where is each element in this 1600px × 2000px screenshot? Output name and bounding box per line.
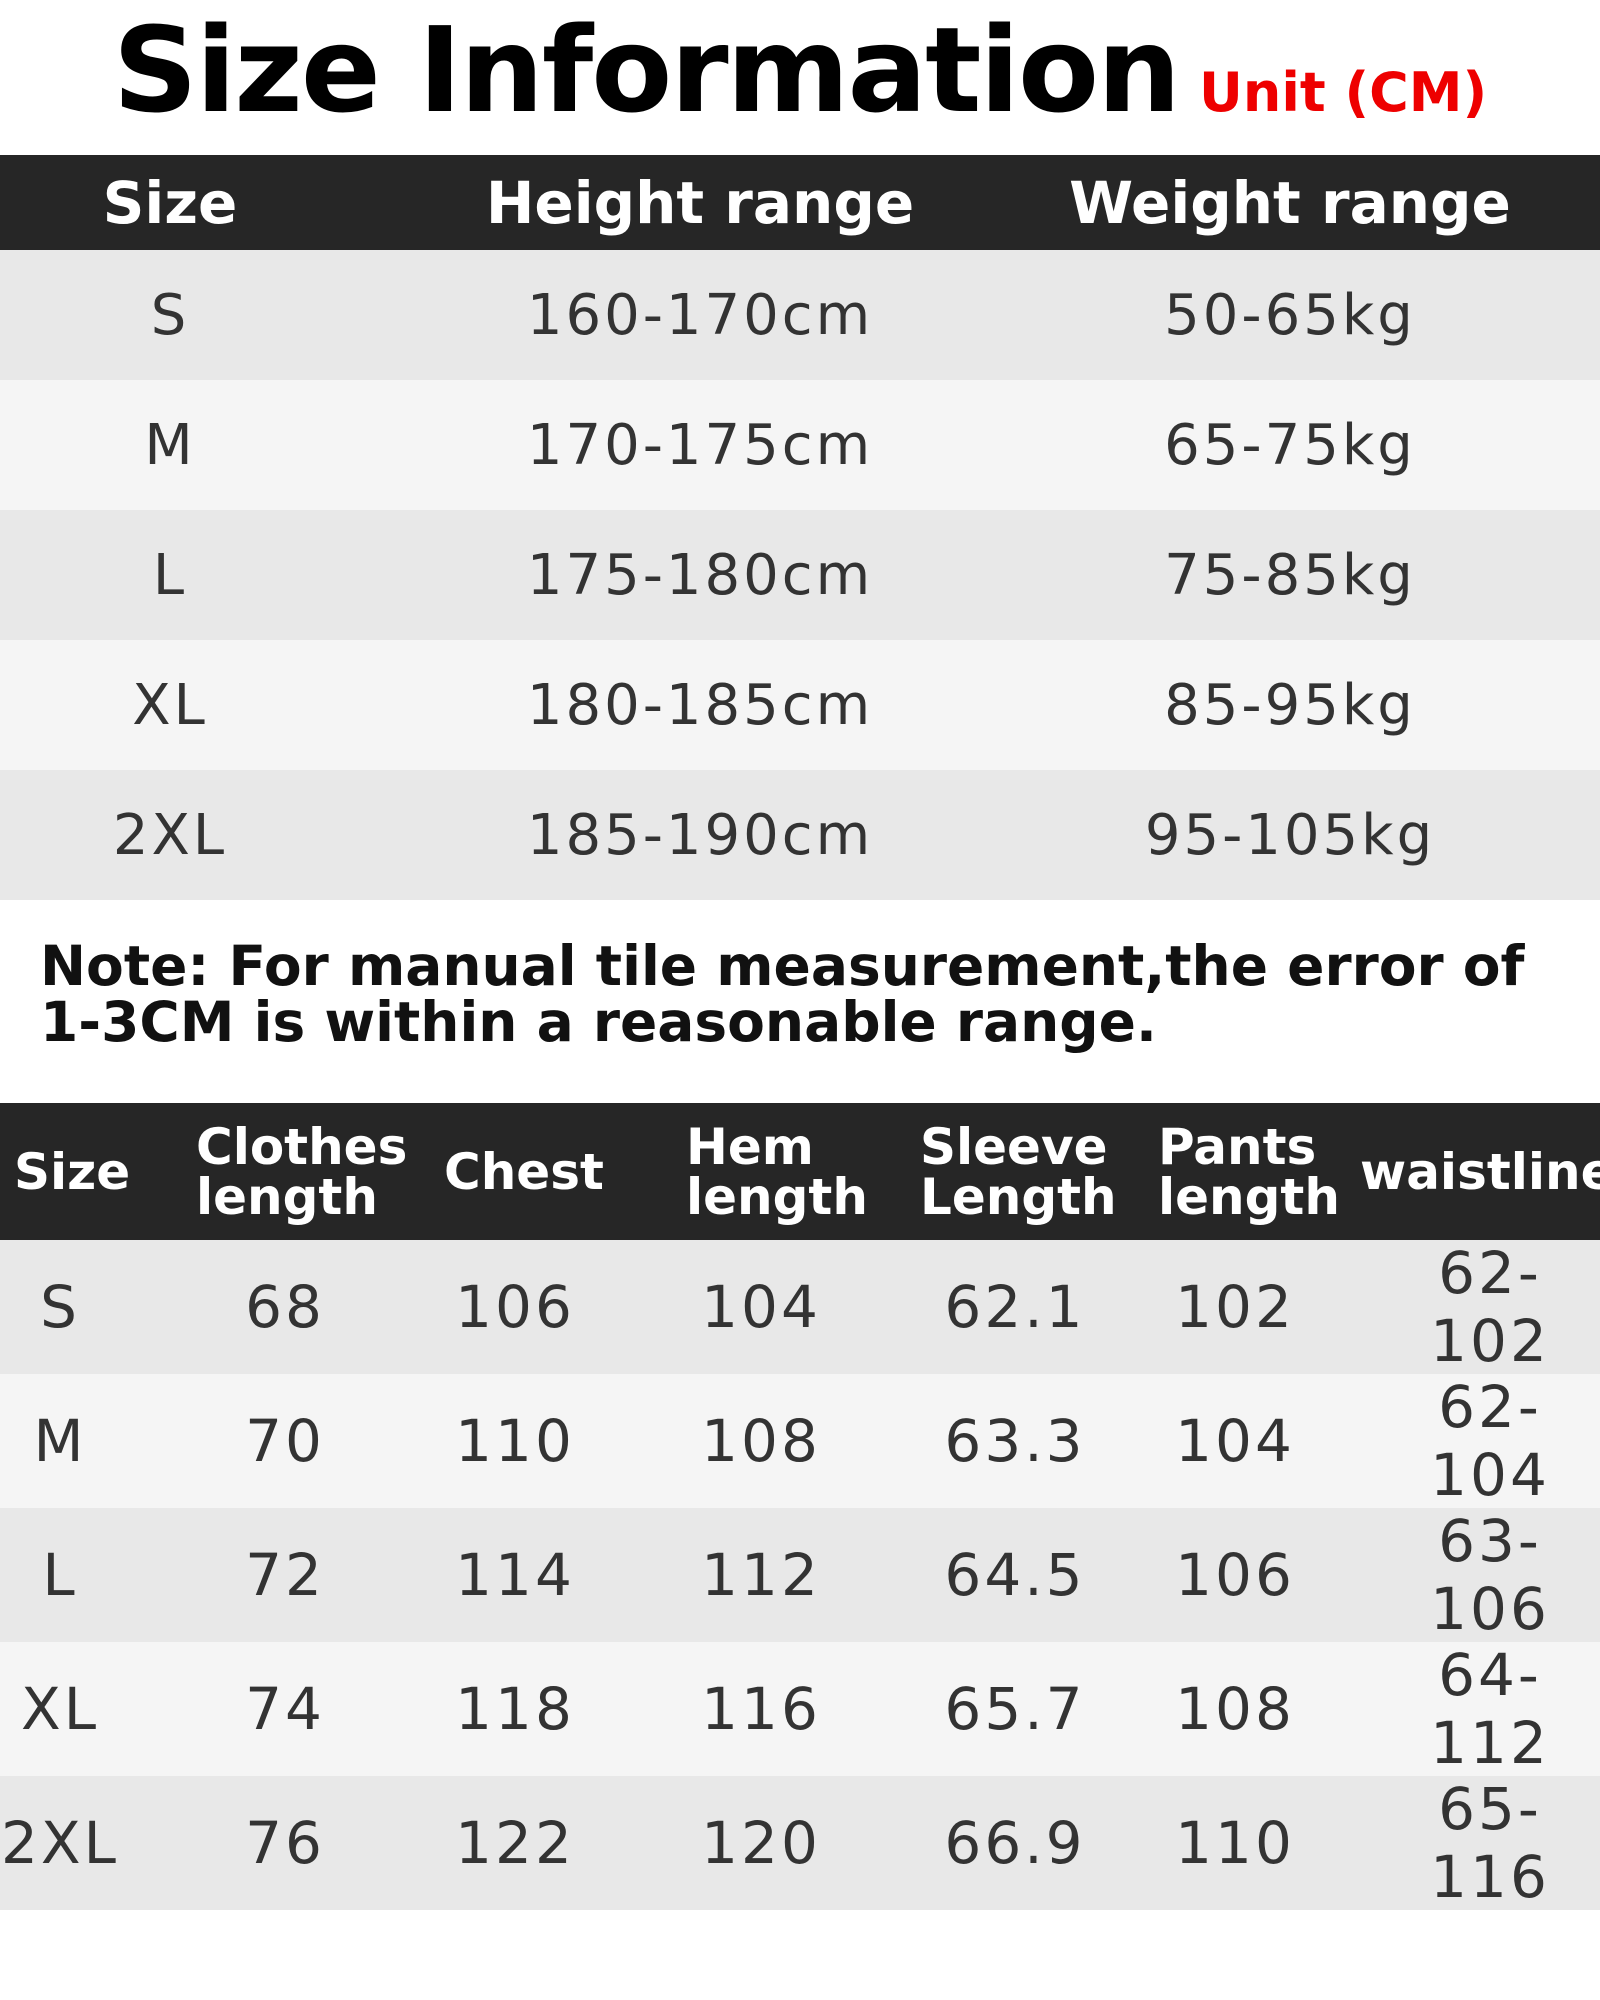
sleeve-length-cell: 64.5 — [944, 1541, 1086, 1609]
pants-length-cell: 108 — [1175, 1675, 1295, 1743]
waistline-cell: 65-116 — [1430, 1775, 1550, 1911]
note-line-2: 1-3CM is within a reasonable range. — [40, 990, 1157, 1054]
pants-length-cell: 106 — [1175, 1541, 1295, 1609]
size-cell: S — [40, 1273, 80, 1341]
measurement-note: Note: For manual tile measurement,the er… — [40, 938, 1580, 1050]
table-row: 2XL 76 122 120 66.9 110 65-116 — [0, 1775, 1600, 1911]
column-header-pants-length: Pants length — [1158, 1117, 1340, 1226]
chest-cell: 110 — [455, 1407, 575, 1475]
hem-length-cell: 120 — [701, 1809, 821, 1877]
size-cell: 2XL — [112, 802, 228, 868]
weight-cell: 65-75kg — [1164, 412, 1416, 478]
size-cell: XL — [132, 672, 208, 738]
page-title: Size Information — [112, 1, 1181, 139]
clothes-length-cell: 70 — [245, 1407, 325, 1475]
hem-length-cell: 108 — [701, 1407, 821, 1475]
size-cell: M — [33, 1407, 87, 1475]
chest-cell: 122 — [455, 1809, 575, 1877]
height-cell: 185-190cm — [526, 802, 874, 868]
size-cell: 2XL — [1, 1809, 119, 1877]
chest-cell: 106 — [455, 1273, 575, 1341]
column-header-waistline: waistline — [1360, 1142, 1600, 1201]
chest-cell: 118 — [455, 1675, 575, 1743]
table-row: L 175-180cm 75-85kg — [0, 510, 1600, 640]
waistline-cell: 63-106 — [1430, 1507, 1550, 1643]
sleeve-length-cell: 65.7 — [944, 1675, 1086, 1743]
waistline-cell: 62-104 — [1430, 1373, 1550, 1509]
height-cell: 175-180cm — [526, 542, 874, 608]
column-header-hem-length: Hem length — [686, 1117, 868, 1226]
clothes-length-cell: 74 — [245, 1675, 325, 1743]
weight-cell: 50-65kg — [1164, 282, 1416, 348]
waistline-cell: 64-112 — [1430, 1641, 1550, 1777]
table-row: S 68 106 104 62.1 102 62-102 — [0, 1239, 1600, 1375]
weight-cell: 95-105kg — [1144, 802, 1436, 868]
size-cell: M — [144, 412, 196, 478]
size-cell: XL — [20, 1675, 100, 1743]
waistline-cell: 62-102 — [1430, 1239, 1550, 1375]
table-header-row: Size Height range Weight range — [0, 155, 1600, 250]
column-header-clothes-length: Clothes length — [196, 1117, 408, 1226]
chest-cell: 114 — [455, 1541, 575, 1609]
column-header-size: Size — [102, 168, 238, 237]
table-row: L 72 114 112 64.5 106 63-106 — [0, 1507, 1600, 1643]
size-range-table: Size Height range Weight range S 160-170… — [0, 155, 1600, 900]
sleeve-length-cell: 66.9 — [944, 1809, 1086, 1877]
clothes-length-cell: 72 — [245, 1541, 325, 1609]
column-header-size: Size — [14, 1142, 131, 1201]
sleeve-length-cell: 62.1 — [944, 1273, 1086, 1341]
size-cell: S — [150, 282, 190, 348]
measurement-table: Size Clothes length Chest Hem length Sleev… — [0, 1103, 1600, 1911]
clothes-length-cell: 76 — [245, 1809, 325, 1877]
clothes-length-cell: 68 — [245, 1273, 325, 1341]
weight-cell: 85-95kg — [1164, 672, 1416, 738]
pants-length-cell: 102 — [1175, 1273, 1295, 1341]
note-line-1: Note: For manual tile measurement,the er… — [40, 934, 1525, 998]
height-cell: 180-185cm — [526, 672, 874, 738]
table-row: XL 180-185cm 85-95kg — [0, 640, 1600, 770]
table-header-row: Size Clothes length Chest Hem length Sleev… — [0, 1103, 1600, 1240]
table-row: M 170-175cm 65-75kg — [0, 380, 1600, 510]
weight-cell: 75-85kg — [1164, 542, 1416, 608]
table-row: 2XL 185-190cm 95-105kg — [0, 770, 1600, 900]
hem-length-cell: 104 — [701, 1273, 821, 1341]
table-row: S 160-170cm 50-65kg — [0, 250, 1600, 380]
column-header-chest: Chest — [444, 1142, 604, 1201]
table-row: XL 74 118 116 65.7 108 64-112 — [0, 1641, 1600, 1777]
column-header-weight-range: Weight range — [1069, 168, 1511, 237]
pants-length-cell: 110 — [1175, 1809, 1295, 1877]
table-row: M 70 110 108 63.3 104 62-104 — [0, 1373, 1600, 1509]
size-cell: L — [42, 1541, 78, 1609]
column-header-sleeve-length: Sleeve Length — [920, 1117, 1117, 1226]
page-header: Size Information Unit (CM) — [0, 0, 1600, 140]
size-cell: L — [152, 542, 188, 608]
unit-label: Unit (CM) — [1199, 61, 1488, 124]
hem-length-cell: 116 — [701, 1675, 821, 1743]
pants-length-cell: 104 — [1175, 1407, 1295, 1475]
sleeve-length-cell: 63.3 — [944, 1407, 1086, 1475]
height-cell: 170-175cm — [526, 412, 874, 478]
column-header-height-range: Height range — [485, 168, 915, 237]
hem-length-cell: 112 — [701, 1541, 821, 1609]
height-cell: 160-170cm — [526, 282, 874, 348]
